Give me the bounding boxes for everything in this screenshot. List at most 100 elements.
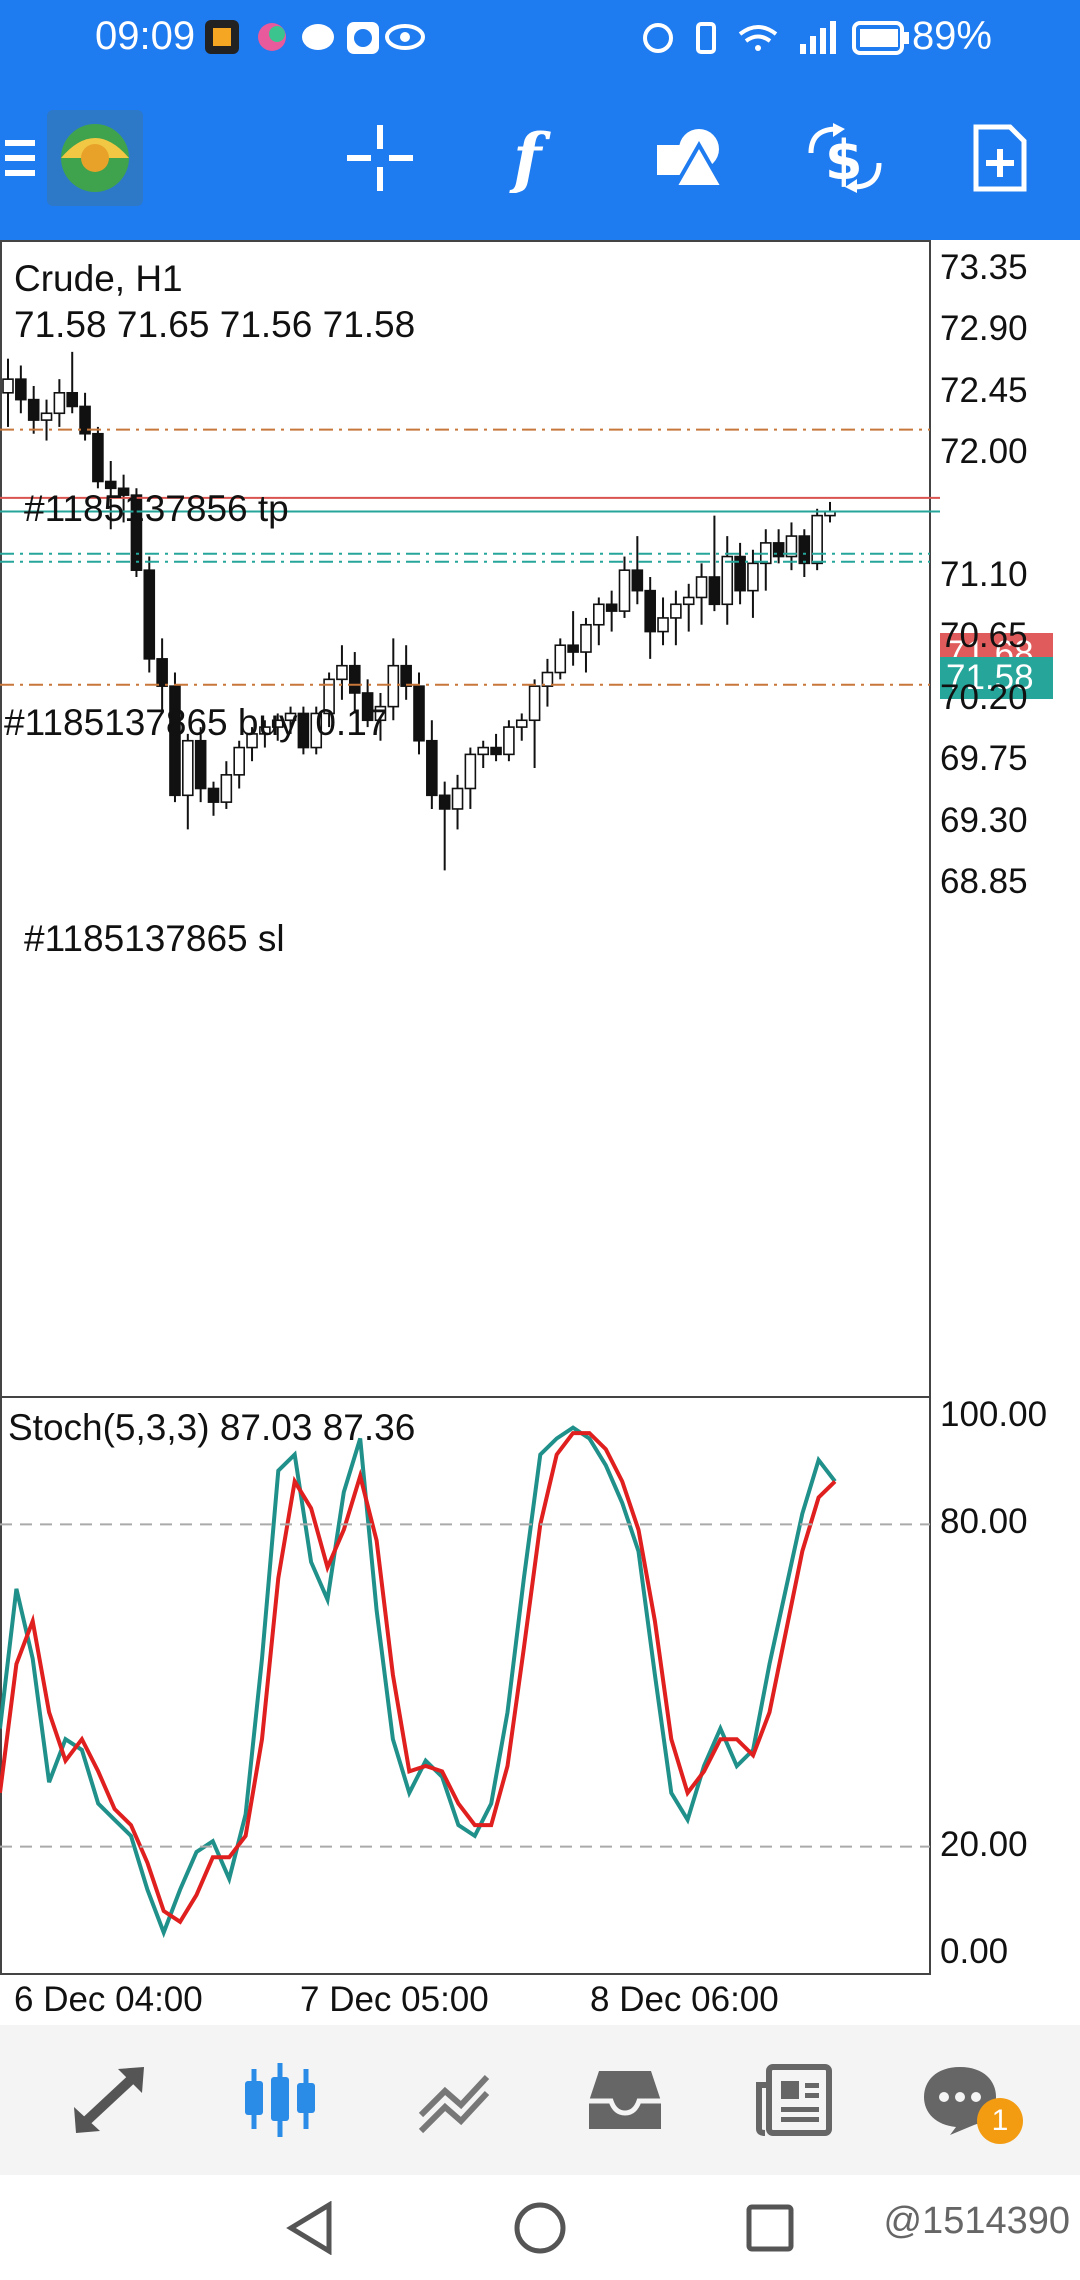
candle-bull [387,664,400,708]
price-axis-label: 72.00 [940,432,1028,472]
candle-bear [348,664,361,694]
candle-bear [413,685,425,742]
candle-bull [246,733,258,749]
indicators-button[interactable]: f [485,75,585,240]
buy-label: #1185137865 buy, 0.17 [4,702,388,743]
recents-button[interactable] [730,2175,810,2280]
candle-bear [361,692,374,722]
candle-bull [310,712,323,749]
nav-news[interactable] [705,2025,885,2175]
candle-bull [477,746,490,756]
nav-trade[interactable] [365,2025,545,2175]
candle-bear [130,494,143,571]
nav-history[interactable] [535,2025,715,2175]
candle-bear [169,685,181,797]
stoch-axis-label: 100.00 [940,1395,1048,1434]
crosshair-button[interactable] [330,75,430,240]
nav-quotes[interactable] [20,2025,200,2175]
sl-label: #1185137865 sl [24,918,285,959]
candle-bull [657,617,669,633]
home-circle-icon [514,2202,566,2253]
candle-bull [618,569,631,612]
stoch-main-line [0,1425,837,1939]
trade-trend-icon [418,2074,490,2134]
trade-button[interactable]: $ [795,75,895,240]
battery-icon [852,21,909,55]
notification-icons [205,20,425,54]
shapes-icon [657,128,725,189]
candle-bear [734,555,746,592]
candle-bull [284,712,297,722]
price-axis-label: 72.45 [940,370,1028,410]
chart-frame [0,240,931,1975]
candle-bear [79,405,91,435]
candle-bull [233,746,245,776]
candle-bull [259,726,271,735]
candle-bear [15,378,27,401]
candle-bull [220,774,233,803]
candle-bull [451,787,464,810]
candle-bull [464,753,477,790]
function-icon: f [509,123,551,193]
candle-bull [323,678,335,715]
nav-charts[interactable] [190,2025,370,2175]
menu-icon [5,139,35,176]
candle-bear [117,487,130,496]
candle-bull [554,644,567,674]
price-axis-label: 68.85 [940,862,1028,901]
candle-bull [271,719,284,728]
crosshair-icon [347,124,413,191]
app-logo[interactable] [45,75,145,240]
stoch-axis-label: 80.00 [940,1502,1028,1542]
candle-bear [207,787,220,803]
levels-layer [0,428,940,686]
chart-area[interactable]: Crude, H1 71.58 71.65 71.56 71.58 #11851… [0,240,1080,2019]
time-axis-label: 6 Dec 04:00 [14,1980,203,2019]
candle-bear [92,432,104,483]
home-button[interactable] [500,2175,580,2280]
price-axis-label: 71.10 [940,555,1028,594]
candle-bull [336,664,348,681]
candle-bear [644,589,656,633]
candle-bear [490,746,502,756]
candle-bear [708,576,721,606]
candle-bull [503,726,515,756]
price-axis-label: 69.30 [940,800,1028,840]
back-triangle-icon [286,2200,332,2255]
price-axis-label: 69.75 [940,739,1028,779]
time-axis-label: 8 Dec 06:00 [590,1980,779,2019]
candle-bull [40,412,53,421]
candle-bull [670,603,682,619]
candle-bear [426,739,438,797]
candle-bull [182,739,194,797]
price-axis-label: 73.35 [940,248,1028,287]
bid-price-tag: 71.58 [940,657,1053,699]
candle-bull [580,623,592,653]
candle-bull [785,535,798,558]
candle-bull [2,378,14,394]
candle-bull [695,576,708,599]
candle-bear [631,569,644,592]
tp-label: #1185137856 tp [24,488,289,529]
metatrader-logo-icon [47,109,143,206]
candle-bull [515,719,528,728]
back-button[interactable] [270,2175,350,2280]
new-order-button[interactable] [950,75,1050,240]
nav-messages[interactable]: 1 [870,2025,1050,2175]
objects-button[interactable] [640,75,740,240]
candle-bull [541,671,554,687]
candle-bull [528,685,541,722]
candle-bear [143,569,156,660]
stoch-signal-line [0,1431,837,1925]
candle-bull [721,555,734,606]
menu-button[interactable] [0,75,40,240]
stoch-axis-label: 0.00 [940,1932,1009,1971]
watermark: @1514390 [883,2200,1070,2242]
candlestick-icon [245,2063,315,2137]
stochastic-label: Stoch(5,3,3) 87.03 87.36 [8,1407,416,1448]
candle-bull [374,705,387,722]
battery-percent: 89% [911,14,992,58]
system-status-icons [643,21,836,54]
price-chart[interactable] [0,240,1080,1975]
svg-text:f: f [509,123,551,193]
